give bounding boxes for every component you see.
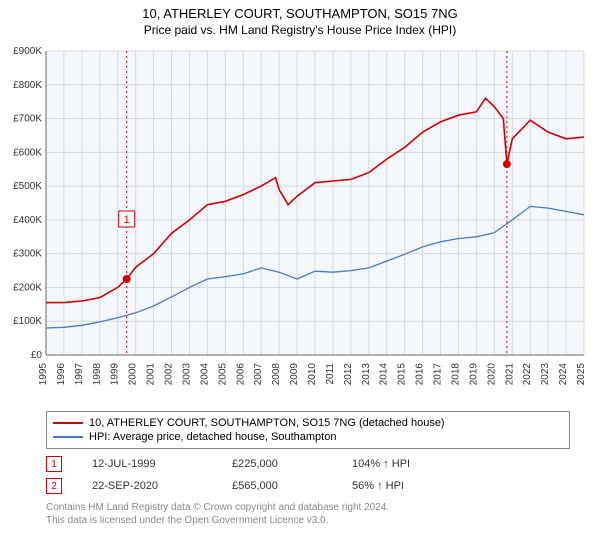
line-chart-svg: £0 £100K £200K £300K £400K £500K £600K £700K £80…	[0, 45, 600, 405]
svg-text:2004: 2004	[199, 363, 210, 386]
legend-box: 10, ATHERLEY COURT, SOUTHAMPTON, SO15 7N…	[46, 411, 570, 449]
svg-text:£100K: £100K	[13, 316, 42, 327]
svg-text:2025: 2025	[576, 363, 587, 386]
svg-text:£400K: £400K	[13, 215, 42, 226]
svg-text:1: 1	[124, 214, 130, 226]
chart-area: £0 £100K £200K £300K £400K £500K £600K £700K £80…	[0, 45, 600, 405]
svg-text:£700K: £700K	[13, 114, 42, 125]
svg-text:1998: 1998	[92, 363, 103, 386]
marker-number: 1	[46, 456, 62, 472]
svg-text:£600K: £600K	[13, 147, 42, 158]
svg-text:2010: 2010	[307, 363, 318, 386]
svg-text:2001: 2001	[146, 363, 157, 386]
svg-text:2008: 2008	[271, 363, 282, 386]
svg-text:2018: 2018	[450, 363, 461, 386]
chart-title-main: 10, ATHERLEY COURT, SOUTHAMPTON, SO15 7N…	[0, 0, 600, 21]
svg-text:2021: 2021	[504, 363, 515, 386]
legend-swatch	[53, 422, 83, 424]
svg-text:1999: 1999	[110, 363, 121, 386]
marker-number: 2	[46, 478, 62, 494]
legend-swatch	[53, 436, 83, 438]
svg-text:2020: 2020	[486, 363, 497, 386]
svg-text:2000: 2000	[128, 363, 139, 386]
svg-text:£300K: £300K	[13, 249, 42, 260]
svg-text:2012: 2012	[343, 363, 354, 386]
marker-date: 12-JUL-1999	[92, 458, 202, 470]
svg-text:£900K: £900K	[13, 46, 42, 57]
svg-text:2011: 2011	[325, 363, 336, 385]
svg-text:2019: 2019	[468, 363, 479, 386]
footer-line-2: This data is licensed under the Open Gov…	[46, 514, 570, 527]
marker-table-row: 2 22-SEP-2020 £565,000 56% ↑ HPI	[46, 475, 570, 497]
svg-text:2003: 2003	[181, 363, 192, 386]
chart-title-sub: Price paid vs. HM Land Registry's House …	[0, 21, 600, 37]
marker-price: £225,000	[232, 458, 322, 470]
svg-text:1996: 1996	[56, 363, 67, 386]
marker-date: 22-SEP-2020	[92, 480, 202, 492]
marker-price: £565,000	[232, 480, 322, 492]
svg-text:2023: 2023	[540, 363, 551, 386]
svg-text:2016: 2016	[415, 363, 426, 386]
marker-table: 1 12-JUL-1999 £225,000 104% ↑ HPI 2 22-SEP-20…	[46, 453, 570, 497]
svg-text:£500K: £500K	[13, 181, 42, 192]
marker-pct: 104% ↑ HPI	[352, 458, 452, 470]
svg-text:2024: 2024	[558, 363, 569, 386]
svg-text:2007: 2007	[253, 363, 264, 386]
svg-text:2013: 2013	[361, 363, 372, 386]
legend-label: 10, ATHERLEY COURT, SOUTHAMPTON, SO15 7N…	[89, 417, 445, 429]
svg-text:£800K: £800K	[13, 80, 42, 91]
svg-text:2002: 2002	[164, 363, 175, 386]
legend-row: 10, ATHERLEY COURT, SOUTHAMPTON, SO15 7N…	[53, 416, 563, 430]
svg-text:2015: 2015	[397, 363, 408, 386]
svg-text:1997: 1997	[74, 363, 85, 386]
svg-text:2006: 2006	[235, 363, 246, 386]
svg-text:2009: 2009	[289, 363, 300, 386]
legend-label: HPI: Average price, detached house, Sout…	[89, 431, 336, 443]
svg-text:2017: 2017	[433, 363, 444, 386]
footer-line-1: Contains HM Land Registry data © Crown c…	[46, 501, 570, 514]
marker-table-row: 1 12-JUL-1999 £225,000 104% ↑ HPI	[46, 453, 570, 475]
legend-row: HPI: Average price, detached house, Sout…	[53, 430, 563, 444]
footer-attribution: Contains HM Land Registry data © Crown c…	[46, 501, 570, 527]
svg-text:2014: 2014	[379, 363, 390, 386]
marker-pct: 56% ↑ HPI	[352, 480, 452, 492]
svg-text:2022: 2022	[522, 363, 533, 386]
svg-text:£0: £0	[31, 350, 43, 361]
svg-text:2005: 2005	[217, 363, 228, 386]
svg-text:£200K: £200K	[13, 282, 42, 293]
svg-text:1995: 1995	[38, 363, 49, 386]
